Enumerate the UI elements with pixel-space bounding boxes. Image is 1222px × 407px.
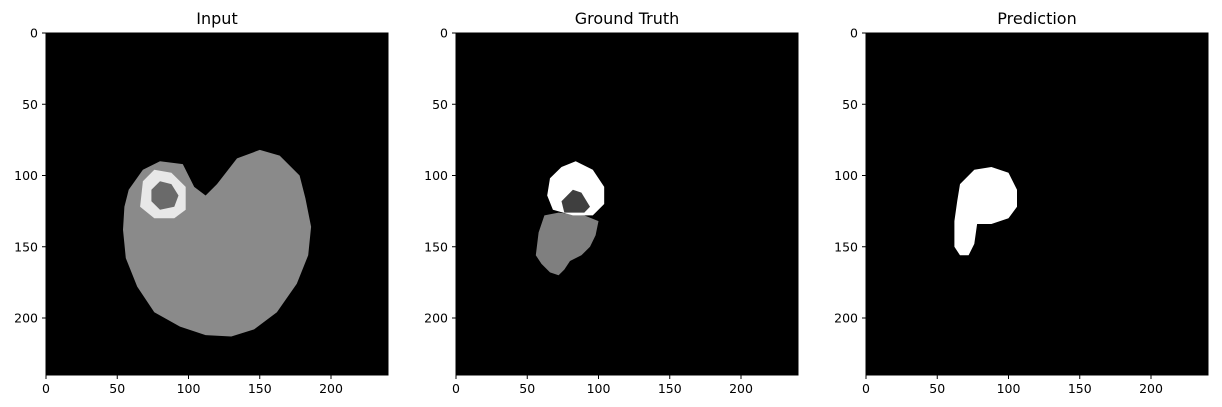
y-tick-label: 150 <box>424 239 448 254</box>
x-tick-label: 200 <box>319 381 343 396</box>
y-tick-label: 0 <box>850 26 858 41</box>
y-tick-label: 100 <box>14 168 38 183</box>
image-background <box>866 33 1208 375</box>
y-tick-label: 150 <box>14 239 38 254</box>
y-tick-label: 0 <box>440 26 448 41</box>
x-tick-label: 0 <box>42 381 50 396</box>
x-tick-label: 50 <box>929 381 945 396</box>
image-background <box>456 33 798 375</box>
y-tick-label: 200 <box>14 311 38 326</box>
x-tick-label: 50 <box>109 381 125 396</box>
region-enhancing-tumor <box>547 161 605 216</box>
panel-title: Input <box>196 9 237 28</box>
axes-frame <box>455 32 799 376</box>
panel-0: Input 0 50 100 150 200 0 50 100 150 200 <box>14 9 389 396</box>
x-tick-label: 200 <box>729 381 753 396</box>
x-tick-label: 100 <box>997 381 1021 396</box>
x-tick-label: 0 <box>452 381 460 396</box>
axes-frame <box>45 32 389 376</box>
y-tick-label: 50 <box>842 97 858 112</box>
y-tick-label: 200 <box>834 311 858 326</box>
x-tick-label: 150 <box>248 381 272 396</box>
region-predicted-tumor <box>954 167 1017 256</box>
panel-1: Ground Truth 0 50 100 150 200 0 50 100 150 200 <box>424 9 799 396</box>
x-tick-label: 100 <box>587 381 611 396</box>
y-tick-label: 150 <box>834 239 858 254</box>
y-tick-label: 50 <box>432 97 448 112</box>
y-tick-label: 0 <box>30 26 38 41</box>
y-tick-label: 100 <box>834 168 858 183</box>
x-tick-label: 0 <box>862 381 870 396</box>
panel-title: Prediction <box>997 9 1076 28</box>
x-tick-label: 150 <box>658 381 682 396</box>
region-edema <box>535 212 599 276</box>
region-necrotic-core <box>561 189 590 213</box>
y-tick-label: 100 <box>424 168 448 183</box>
y-tick-label: 200 <box>424 311 448 326</box>
x-tick-label: 100 <box>177 381 201 396</box>
x-tick-label: 150 <box>1068 381 1092 396</box>
panel-2: Prediction 0 50 100 150 200 0 50 100 150 200 <box>834 9 1209 396</box>
x-tick-label: 50 <box>519 381 535 396</box>
panel-title: Ground Truth <box>575 9 680 28</box>
y-tick-label: 50 <box>22 97 38 112</box>
axes-frame <box>865 32 1209 376</box>
region-enhancing-ring-inner <box>151 181 179 210</box>
x-tick-label: 200 <box>1139 381 1163 396</box>
